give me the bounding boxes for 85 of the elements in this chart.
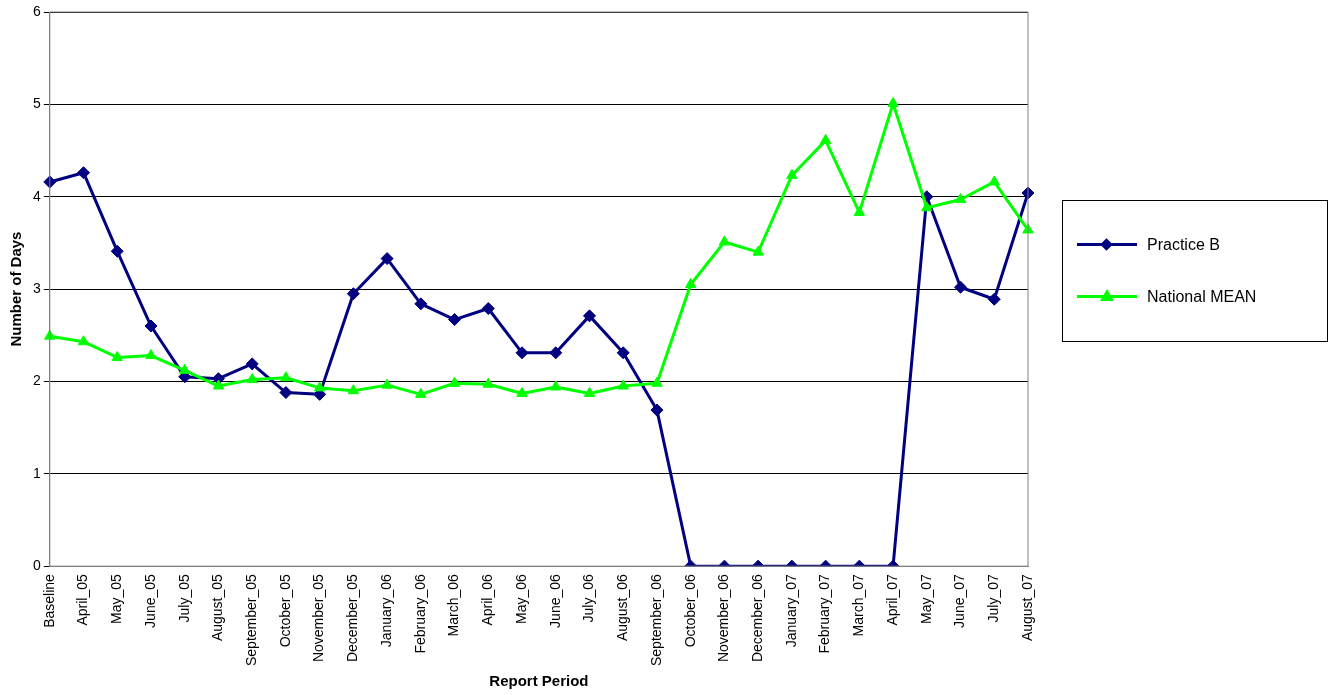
point (279, 386, 293, 400)
y-tick-label: 3 (32, 279, 41, 296)
point (77, 335, 90, 346)
point (718, 235, 731, 246)
y-tick-label: 2 (32, 372, 41, 389)
x-tick-label: September_05 (243, 573, 260, 666)
x-tick-label: January_07 (782, 573, 799, 648)
point (819, 133, 832, 144)
x-axis-title: Report Period (489, 672, 589, 690)
x-tick-label: January_06 (377, 573, 394, 648)
x-tick-label: November_05 (310, 573, 327, 663)
point (921, 201, 933, 212)
point (616, 346, 630, 360)
point (617, 379, 629, 390)
point (954, 192, 967, 203)
x-tick-label: April_05 (74, 573, 91, 626)
x-tick-label: November_06 (715, 573, 732, 663)
x-tick-label: October_05 (276, 573, 293, 648)
point (347, 384, 360, 395)
point (549, 346, 563, 360)
point (381, 378, 393, 389)
point (111, 350, 123, 361)
x-tick-label: July_05 (175, 573, 192, 623)
legend-label: Practice B (1147, 236, 1220, 254)
x-tick-label: July_06 (580, 573, 597, 623)
point (280, 371, 292, 382)
x-tick-label: June_07 (951, 573, 968, 628)
point (245, 357, 259, 371)
point (43, 175, 57, 189)
x-tick-label: May_05 (108, 573, 125, 624)
point (954, 280, 968, 294)
y-tick-label: 6 (32, 2, 41, 19)
point (110, 244, 124, 258)
x-tick-label: August_06 (614, 573, 631, 642)
x-tick-label: May_06 (512, 573, 529, 624)
x-tick-label: July_07 (985, 573, 1002, 623)
point (752, 245, 764, 256)
point (650, 403, 664, 417)
point (212, 379, 225, 390)
x-tick-label: April_07 (883, 573, 900, 626)
point (515, 346, 529, 360)
point (651, 376, 663, 387)
point (786, 168, 798, 179)
point (448, 376, 461, 387)
x-tick-label: March_07 (850, 573, 867, 637)
point (145, 349, 157, 360)
point (313, 381, 326, 392)
y-tick-label: 0 (32, 557, 41, 574)
point (481, 301, 495, 315)
x-tick-label: September_06 (647, 573, 664, 666)
y-tick-label: 5 (32, 95, 41, 112)
y-axis-title: Number of Days (7, 231, 25, 347)
point (583, 386, 596, 397)
x-tick-label: August_07 (1018, 573, 1035, 642)
legend-label: National MEAN (1147, 288, 1257, 306)
point (987, 292, 1001, 306)
point (448, 313, 462, 327)
x-tick-label: February_07 (816, 573, 833, 654)
point (77, 166, 91, 180)
x-tick-label: October_06 (681, 573, 698, 648)
point (684, 277, 697, 288)
point (414, 297, 428, 311)
x-tick-label: December_05 (344, 573, 361, 663)
x-tick-label: December_06 (749, 573, 766, 663)
x-tick-label: June_05 (141, 573, 158, 628)
x-tick-label: May_07 (917, 573, 934, 624)
point (346, 287, 360, 301)
x-tick-label: June_06 (546, 573, 563, 628)
point (380, 252, 394, 266)
point (482, 377, 494, 388)
point (582, 309, 596, 323)
point (516, 386, 528, 397)
point (853, 205, 866, 216)
point (550, 380, 562, 391)
x-tick-label: August_05 (209, 573, 226, 642)
y-tick-label: 4 (32, 187, 41, 204)
point (44, 329, 56, 340)
x-tick-label: March_06 (445, 573, 462, 637)
point (144, 319, 158, 333)
x-tick-label: April_06 (479, 573, 496, 626)
y-tick-label: 1 (32, 464, 41, 481)
point (246, 373, 258, 384)
x-tick-label: February_06 (411, 573, 428, 654)
x-tick-label: Baseline (40, 573, 57, 628)
point (415, 387, 427, 398)
